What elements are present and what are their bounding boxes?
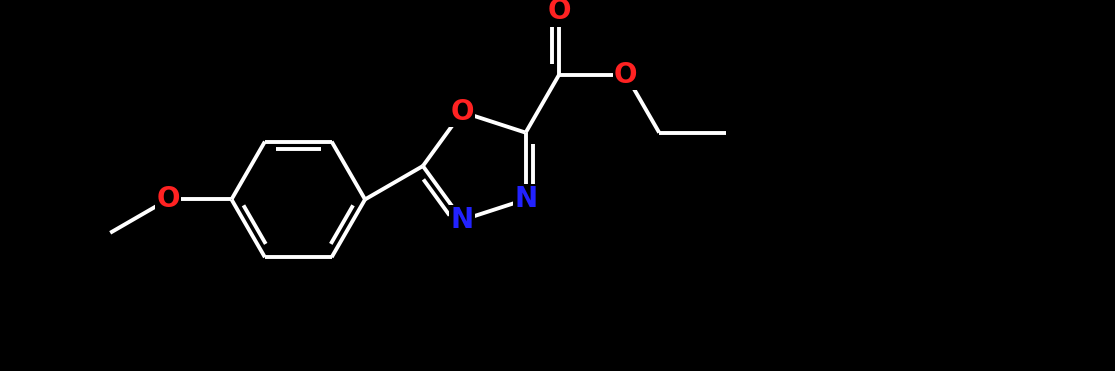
Text: N: N xyxy=(450,206,474,234)
Text: O: O xyxy=(156,186,180,213)
Text: O: O xyxy=(450,98,474,126)
Text: O: O xyxy=(547,0,571,25)
Text: N: N xyxy=(514,186,537,213)
Text: O: O xyxy=(614,61,638,89)
